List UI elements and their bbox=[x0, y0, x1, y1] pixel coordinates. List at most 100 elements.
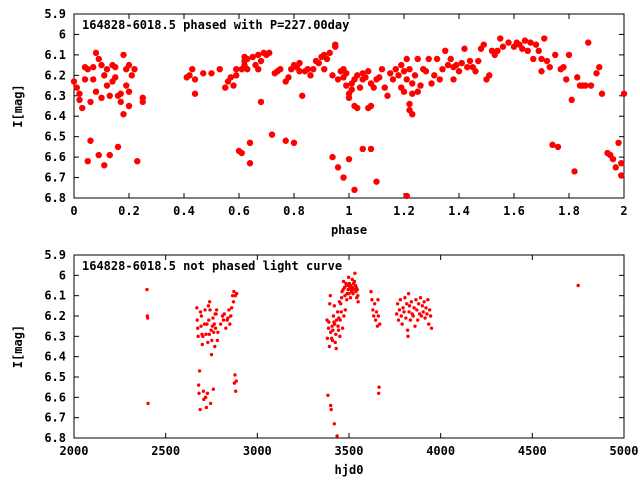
data-point bbox=[326, 49, 333, 57]
data-point bbox=[101, 72, 108, 79]
data-point bbox=[373, 318, 378, 322]
data-point bbox=[413, 324, 417, 328]
data-point bbox=[406, 66, 413, 73]
y-tick-label: 5.9 bbox=[44, 248, 66, 262]
data-point bbox=[582, 82, 589, 89]
data-point bbox=[532, 41, 540, 48]
chart-title: 164828-6018.5 not phased light curve bbox=[82, 259, 342, 273]
data-point bbox=[422, 68, 430, 75]
data-point bbox=[563, 76, 570, 83]
plot-frame bbox=[73, 13, 625, 199]
data-point bbox=[585, 39, 592, 46]
data-point bbox=[389, 76, 397, 83]
data-point bbox=[211, 316, 215, 320]
data-point bbox=[453, 61, 460, 69]
data-point bbox=[414, 298, 418, 302]
data-point bbox=[233, 373, 237, 377]
data-point bbox=[199, 324, 203, 328]
data-point bbox=[207, 300, 212, 304]
data-point bbox=[330, 338, 335, 343]
data-point bbox=[403, 192, 410, 200]
data-point bbox=[196, 334, 200, 339]
data-point bbox=[230, 293, 235, 298]
data-point bbox=[396, 318, 401, 322]
data-point bbox=[576, 283, 580, 288]
data-point bbox=[321, 66, 328, 73]
data-point bbox=[331, 314, 336, 318]
data-point bbox=[365, 68, 372, 75]
data-point bbox=[329, 407, 333, 412]
data-point bbox=[326, 393, 330, 397]
data-point bbox=[257, 98, 265, 106]
data-point bbox=[277, 66, 284, 73]
data-point bbox=[146, 401, 150, 406]
data-point bbox=[347, 291, 351, 296]
data-point bbox=[84, 158, 91, 165]
data-point bbox=[419, 314, 424, 318]
data-point bbox=[335, 434, 339, 438]
x-tick-label: 0.4 bbox=[173, 204, 195, 218]
data-point bbox=[480, 41, 487, 48]
data-point bbox=[377, 391, 381, 395]
data-point bbox=[335, 310, 340, 314]
data-point bbox=[612, 164, 619, 171]
data-point bbox=[348, 296, 353, 300]
data-point bbox=[222, 84, 229, 91]
data-point bbox=[343, 70, 350, 77]
data-point bbox=[201, 334, 205, 339]
data-point bbox=[334, 332, 338, 336]
data-point bbox=[336, 328, 341, 332]
data-point bbox=[415, 308, 419, 312]
data-point bbox=[249, 53, 256, 61]
data-point bbox=[378, 322, 382, 326]
data-point bbox=[352, 279, 357, 284]
data-point bbox=[411, 314, 415, 318]
data-point bbox=[103, 66, 111, 73]
data-point bbox=[332, 304, 337, 308]
data-point bbox=[333, 322, 337, 326]
data-point bbox=[73, 84, 80, 91]
data-point bbox=[424, 306, 428, 310]
data-point bbox=[196, 383, 201, 387]
data-point bbox=[304, 66, 311, 73]
data-point bbox=[246, 139, 254, 146]
data-point bbox=[338, 318, 342, 322]
data-point bbox=[134, 158, 141, 165]
data-point bbox=[416, 302, 421, 306]
x-tick-label: 1.8 bbox=[558, 204, 580, 218]
data-point bbox=[210, 338, 214, 343]
data-point bbox=[195, 306, 199, 310]
data-point bbox=[598, 90, 606, 97]
data-point bbox=[402, 310, 406, 314]
data-point bbox=[428, 80, 435, 87]
data-point bbox=[609, 155, 617, 163]
data-point bbox=[198, 407, 202, 412]
data-point bbox=[282, 137, 289, 144]
x-tick-label: 0.6 bbox=[228, 204, 250, 218]
data-point bbox=[228, 322, 232, 326]
data-point bbox=[405, 328, 410, 332]
data-point bbox=[384, 92, 391, 99]
data-point bbox=[521, 37, 529, 44]
data-point bbox=[87, 137, 94, 144]
data-point bbox=[433, 55, 441, 63]
data-point bbox=[285, 74, 292, 81]
data-point bbox=[618, 160, 625, 167]
data-point bbox=[224, 326, 228, 330]
data-point bbox=[232, 289, 236, 294]
data-point bbox=[229, 314, 233, 318]
data-point bbox=[618, 172, 625, 179]
data-point bbox=[87, 98, 94, 106]
y-tick-label: 6.4 bbox=[44, 109, 66, 123]
data-point bbox=[197, 391, 201, 395]
data-point bbox=[92, 88, 100, 95]
data-point bbox=[328, 293, 332, 298]
data-point bbox=[329, 153, 336, 161]
data-point bbox=[416, 318, 420, 322]
data-point bbox=[372, 302, 377, 306]
x-axis-label: phase bbox=[331, 223, 367, 237]
data-point bbox=[356, 293, 360, 298]
data-point bbox=[466, 57, 474, 65]
data-point bbox=[327, 344, 332, 349]
data-point bbox=[117, 90, 124, 97]
